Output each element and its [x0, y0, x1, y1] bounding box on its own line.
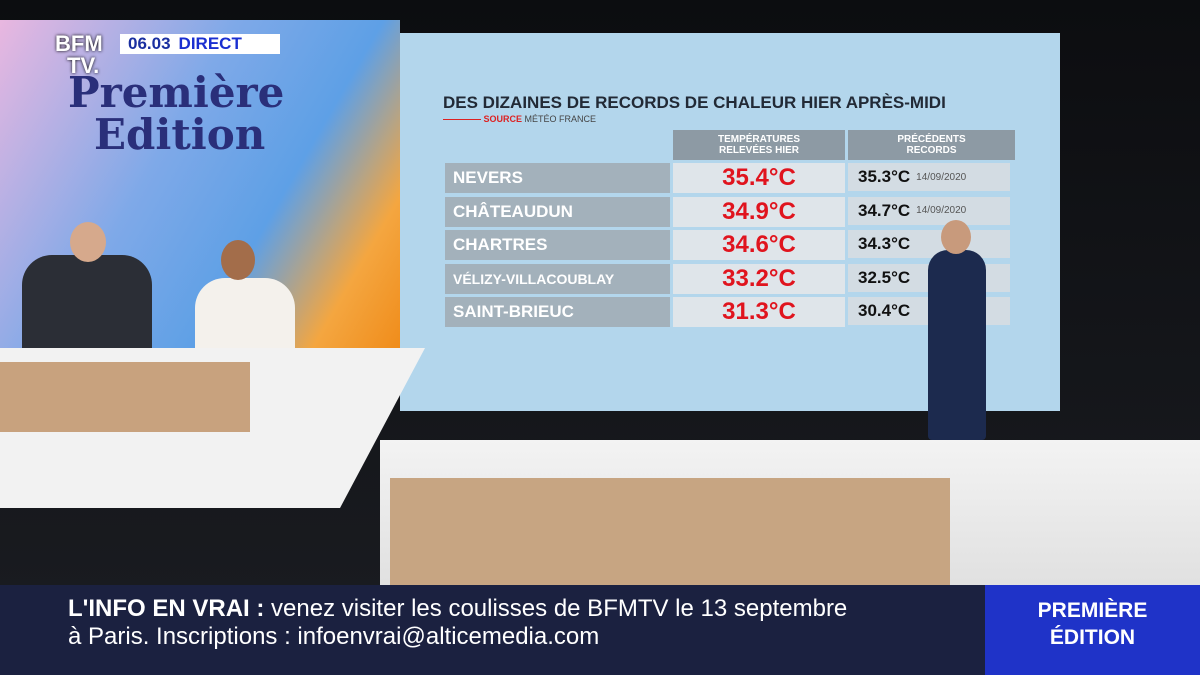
record-value: 35.3°C: [858, 167, 911, 186]
program-box: PREMIÈRE ÉDITION: [985, 585, 1200, 675]
status: DIRECT: [178, 34, 242, 53]
source-rule: [443, 119, 481, 121]
temp-cell: 33.2°C: [673, 263, 845, 294]
temp-cell: 34.9°C: [673, 196, 845, 227]
city-cell: CHARTRES: [445, 230, 670, 260]
ticker-label: L'INFO EN VRAI :: [68, 595, 265, 622]
show-logo-line: Première: [68, 68, 285, 117]
floor-wood: [390, 478, 950, 588]
logo-text: BFM: [55, 31, 103, 56]
record-date: 14/09/2020: [916, 171, 967, 183]
desk-wood: [0, 362, 250, 432]
record-cell: 35.3°C 14/09/2020: [848, 163, 1010, 191]
live-tag: 06.03 DIRECT: [120, 34, 280, 54]
presenter-head: [941, 220, 971, 254]
ticker-line: L'INFO EN VRAI : venez visiter les couli…: [68, 595, 847, 623]
record-value: 32.5°C: [858, 267, 911, 287]
program-line: ÉDITION: [1049, 626, 1136, 649]
program-line: PREMIÈRE: [1037, 599, 1148, 622]
record-value: 34.3°C: [858, 234, 911, 253]
anchor: [22, 255, 152, 350]
anchor-head: [70, 222, 106, 262]
anchor-head: [221, 240, 255, 280]
city-cell: VÉLIZY-VILLACOUBLAY: [445, 263, 670, 294]
source: MÉTÉO FRANCE: [524, 114, 597, 124]
show-logo: Première Edition: [68, 72, 284, 156]
ticker-text: à Paris. Inscriptions : infoenvrai@altic…: [68, 623, 600, 650]
column-header: TEMPÉRATURES RELEVÉES HIER: [673, 130, 845, 160]
record-date: 14/09/2020: [916, 205, 967, 216]
anchor: [195, 278, 295, 350]
source-line: SOURCE MÉTÉO FRANCE: [443, 114, 596, 124]
time: 06.03: [128, 34, 171, 53]
logo-text: TV.: [67, 53, 100, 78]
city-cell: CHÂTEAUDUN: [445, 196, 670, 227]
record-cell: 34.3°C: [848, 230, 1010, 258]
source-label: SOURCE: [483, 114, 523, 124]
temp-cell: 35.4°C: [673, 163, 845, 193]
column-header: PRÉCÉDENTS RECORDS: [848, 130, 1015, 160]
temp-cell: 34.6°C: [673, 230, 845, 260]
ticker: L'INFO EN VRAI : venez visiter les couli…: [0, 585, 985, 675]
channel-logo: BFM TV.: [55, 33, 103, 77]
presenter: [928, 250, 986, 440]
city-cell: NEVERS: [445, 163, 670, 193]
record-value: 34.7°C: [858, 200, 911, 220]
screen-title: DES DIZAINES DE RECORDS DE CHALEUR HIER …: [443, 93, 946, 112]
ticker-text: venez visiter les coulisses de BFMTV le …: [271, 595, 848, 622]
city-cell: SAINT-BRIEUC: [445, 297, 670, 327]
temp-cell: 31.3°C: [673, 297, 845, 327]
record-cell: 34.7°C 14/09/2020: [848, 196, 1010, 225]
record-value: 30.4°C: [858, 301, 911, 320]
show-logo-line: Edition: [94, 110, 266, 159]
